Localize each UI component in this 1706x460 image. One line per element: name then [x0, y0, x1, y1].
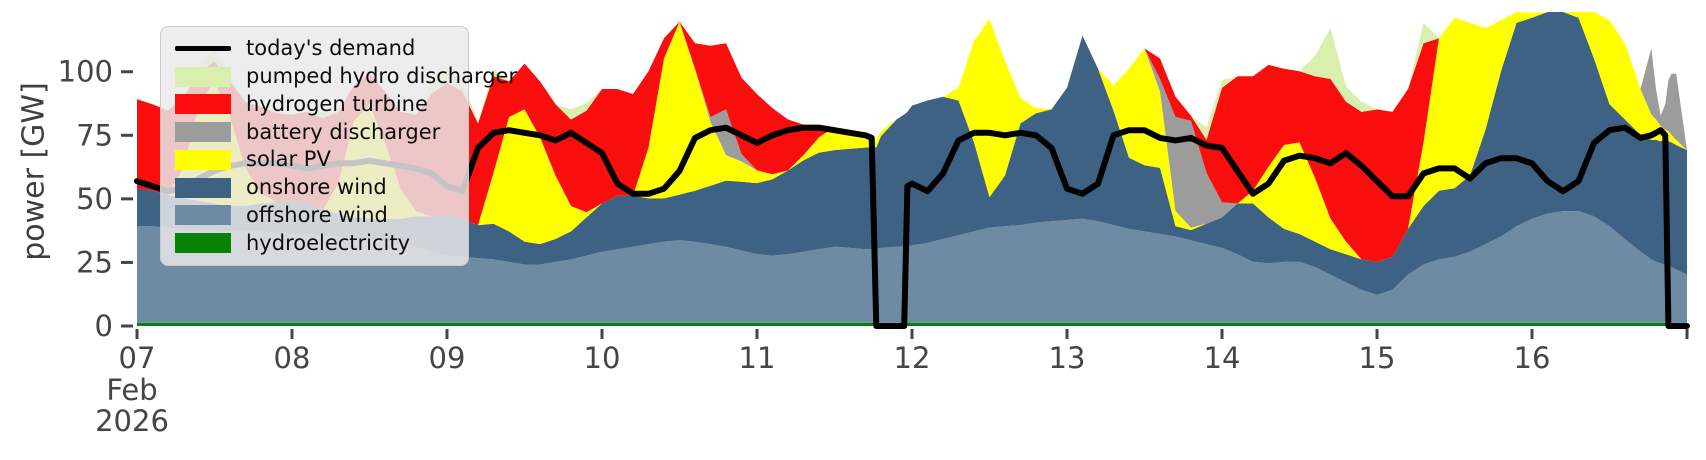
- legend-swatch-battery-discharger: [175, 122, 231, 143]
- y-axis-label: power [GW]: [16, 82, 52, 261]
- legend-label: hydrogen turbine: [246, 91, 428, 116]
- x-tick-label: 13: [1049, 341, 1086, 375]
- x-tick-label: 12: [894, 341, 931, 375]
- legend: today's demand pumped hydro discharger hyd…: [160, 26, 517, 266]
- x-tick-label: 16: [1514, 341, 1551, 375]
- x-tick-label: 15: [1359, 341, 1396, 375]
- legend-item-battery-discharger: battery discharger: [175, 118, 454, 146]
- legend-swatch-pumped-hydro-discharger: [175, 66, 231, 87]
- x-axis-year-label: 2026: [95, 404, 169, 438]
- legend-swatch-offshore-wind: [175, 205, 231, 226]
- y-tick-label: 25: [76, 245, 113, 279]
- y-tick-label: 0: [95, 309, 113, 343]
- x-tick-label: 07: [119, 341, 156, 375]
- legend-item-onshore-wind: onshore wind: [175, 174, 454, 202]
- legend-item-pumped-hydro-discharger: pumped hydro discharger: [175, 63, 517, 91]
- area-hydroelectricity: [137, 322, 1687, 326]
- x-tick-label: 08: [274, 341, 311, 375]
- legend-item-hydroelectricity: hydroelectricity: [175, 229, 454, 257]
- legend-label: battery discharger: [246, 119, 441, 144]
- x-tick-label: 10: [584, 341, 621, 375]
- legend-swatch-onshore-wind: [175, 177, 231, 198]
- area-hydrogen-turbine: [137, 12, 1687, 262]
- area-solar-pv: [137, 12, 1687, 262]
- legend-label: solar PV: [246, 147, 331, 172]
- y-tick-label: 100: [58, 55, 113, 89]
- x-tick-label: 09: [429, 341, 466, 375]
- legend-label: pumped hydro discharger: [246, 64, 518, 89]
- y-tick-label: 75: [76, 118, 113, 152]
- legend-label: offshore wind: [246, 202, 388, 227]
- x-tick-label: 11: [739, 341, 776, 375]
- legend-swatch-hydrogen-turbine: [175, 94, 231, 115]
- legend-label: onshore wind: [246, 175, 387, 200]
- x-axis-month-label: Feb: [106, 373, 157, 407]
- area-onshore-wind: [137, 12, 1687, 295]
- legend-swatch-todays-demand: [175, 46, 231, 52]
- area-offshore-wind: [137, 211, 1687, 323]
- legend-swatch-solar-pv: [175, 149, 231, 170]
- legend-item-solar-pv: solar PV: [175, 146, 454, 174]
- legend-label: today's demand: [246, 36, 416, 61]
- y-tick-label: 50: [76, 182, 113, 216]
- legend-item-todays-demand: today's demand: [175, 35, 454, 63]
- x-tick-label: 14: [1204, 341, 1241, 375]
- legend-swatch-hydroelectricity: [175, 233, 231, 254]
- legend-item-hydrogen-turbine: hydrogen turbine: [175, 91, 454, 119]
- legend-item-offshore-wind: offshore wind: [175, 202, 454, 230]
- legend-label: hydroelectricity: [246, 230, 411, 255]
